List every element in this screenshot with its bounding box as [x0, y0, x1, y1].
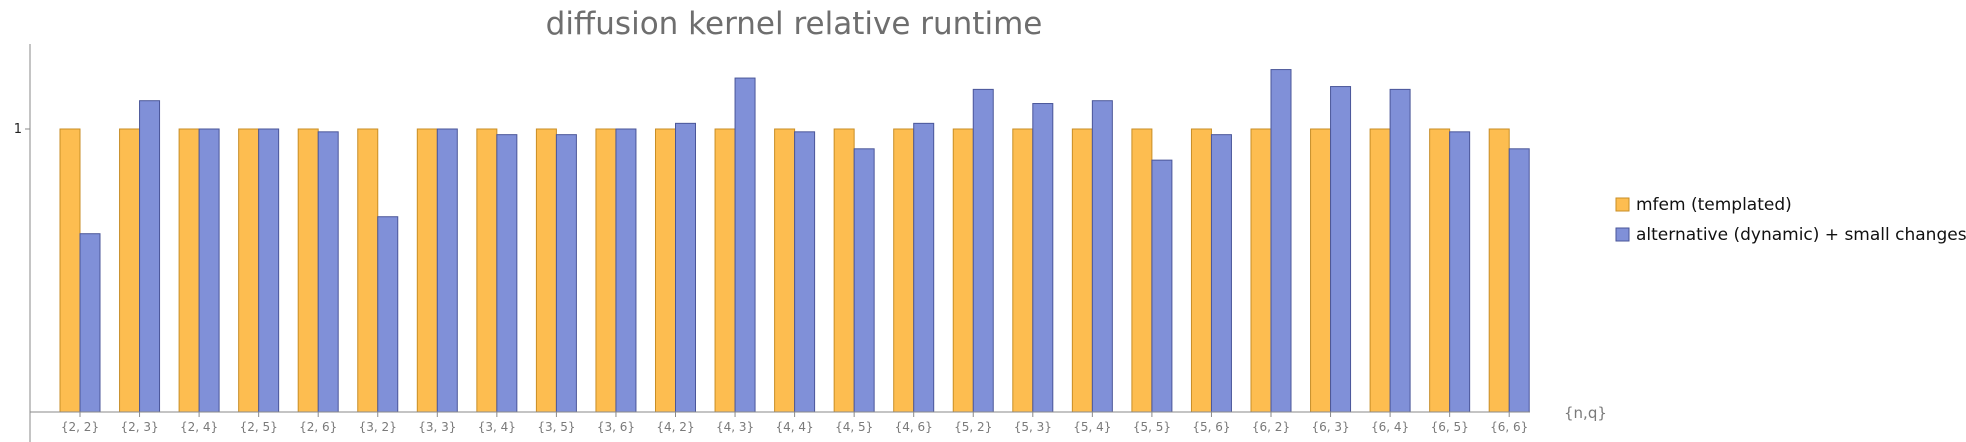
- x-tick-label: {2, 3}: [120, 420, 158, 434]
- legend-label-alternative: alternative (dynamic) + small changes: [1636, 225, 1966, 245]
- bar-alternative-10: [675, 122, 696, 413]
- bar-alternative-4: [317, 131, 339, 413]
- bar-alternative-24: [1508, 148, 1530, 413]
- bar-mfem-8: [535, 128, 557, 413]
- bar-alternative-20: [1270, 69, 1292, 413]
- x-tick-label: {2, 2}: [61, 420, 99, 434]
- x-tick-label: {5, 2}: [954, 420, 992, 434]
- bar-alternative-8: [555, 134, 577, 413]
- bar-alternative-11: [734, 77, 756, 413]
- x-tick-label: {4, 5}: [835, 420, 873, 434]
- bar-mfem-7: [476, 128, 498, 413]
- bar-alternative-3: [258, 128, 280, 413]
- bar-mfem-18: [1131, 128, 1153, 413]
- x-tick-label: {3, 2}: [359, 420, 397, 434]
- x-tick-label: {2, 4}: [180, 420, 218, 434]
- x-ticks: {2, 2} {2, 3} {2, 4} {2, 5} {2, 6} {3, 2} {3, …: [61, 412, 1528, 434]
- bar-mfem-24: [1488, 128, 1510, 413]
- bar-alternative-6: [436, 128, 458, 413]
- bar-alternative-1: [139, 100, 161, 413]
- bar-mfem-14: [893, 128, 915, 413]
- bar-alternative-13: [853, 148, 875, 413]
- x-tick-label: {2, 6}: [299, 420, 337, 434]
- bar-alternative-19: [1210, 134, 1232, 413]
- x-tick-label: {5, 3}: [1014, 420, 1052, 434]
- bar-alternative-21: [1330, 86, 1352, 413]
- bar-alternative-9: [615, 128, 637, 413]
- legend-swatch-alternative: [1615, 227, 1630, 242]
- y-tick-label: 1: [14, 122, 22, 137]
- x-tick-label: {4, 3}: [716, 420, 754, 434]
- bar-mfem-3: [238, 128, 260, 413]
- bar-alternative-2: [198, 128, 220, 413]
- bar-mfem-23: [1429, 128, 1451, 413]
- x-tick-label: {5, 5}: [1133, 420, 1171, 434]
- x-tick-label: {6, 6}: [1490, 420, 1528, 434]
- bar-alternative-16: [1032, 103, 1054, 413]
- x-tick-label: {4, 4}: [776, 420, 814, 434]
- bar-alternative-12: [794, 131, 816, 413]
- y-ticks: 1: [14, 122, 30, 137]
- bar-mfem-20: [1250, 128, 1272, 413]
- x-tick-label: {6, 2}: [1252, 420, 1290, 434]
- x-tick-label: {3, 5}: [537, 420, 575, 434]
- x-tick-label: {6, 5}: [1431, 420, 1469, 434]
- bar-mfem-13: [833, 128, 855, 413]
- bar-mfem-0: [59, 128, 81, 413]
- legend-label-mfem: mfem (templated): [1636, 195, 1792, 215]
- bar-mfem-11: [714, 128, 736, 413]
- bar-alternative-18: [1151, 159, 1173, 413]
- bar-mfem-4: [297, 128, 319, 413]
- x-tick-label: {5, 6}: [1192, 420, 1230, 434]
- bar-mfem-17: [1071, 128, 1093, 413]
- x-tick-label: {2, 5}: [240, 420, 278, 434]
- bar-mfem-12: [774, 128, 796, 413]
- x-tick-label: {3, 6}: [597, 420, 635, 434]
- bar-mfem-19: [1190, 128, 1212, 413]
- bar-mfem-21: [1310, 128, 1332, 413]
- x-tick-label: {3, 4}: [478, 420, 516, 434]
- x-tick-label: {4, 2}: [656, 420, 694, 434]
- bar-alternative-0: [79, 233, 101, 413]
- x-tick-label: {6, 4}: [1371, 420, 1409, 434]
- bar-mfem-5: [357, 128, 379, 413]
- bar-mfem-2: [178, 128, 200, 413]
- x-tick-label: {4, 6}: [895, 420, 933, 434]
- bar-alternative-5: [377, 216, 399, 413]
- legend: mfem (templated) alternative (dynamic) + …: [1615, 195, 1966, 245]
- bar-mfem-6: [416, 128, 438, 413]
- bar-mfem-15: [952, 128, 974, 413]
- x-axis-label: {n,q}: [1564, 404, 1607, 422]
- bar-alternative-7: [496, 134, 518, 413]
- bar-alternative-15: [972, 88, 994, 413]
- chart-title: diffusion kernel relative runtime: [546, 6, 1043, 42]
- bar-mfem-1: [119, 128, 141, 413]
- bar-alternative-22: [1389, 88, 1411, 413]
- bar-alternative-17: [1091, 100, 1113, 413]
- x-tick-label: {5, 4}: [1073, 420, 1111, 434]
- bar-alternative-14: [913, 122, 935, 413]
- bar-alternative-23: [1449, 131, 1471, 413]
- legend-swatch-mfem: [1615, 197, 1630, 212]
- bars-layer: [59, 69, 1530, 413]
- bar-mfem-10: [655, 128, 676, 413]
- bar-mfem-9: [595, 128, 617, 413]
- bar-mfem-22: [1369, 128, 1391, 413]
- x-tick-label: {6, 3}: [1311, 420, 1349, 434]
- bar-mfem-16: [1012, 128, 1034, 413]
- x-tick-label: {3, 3}: [418, 420, 456, 434]
